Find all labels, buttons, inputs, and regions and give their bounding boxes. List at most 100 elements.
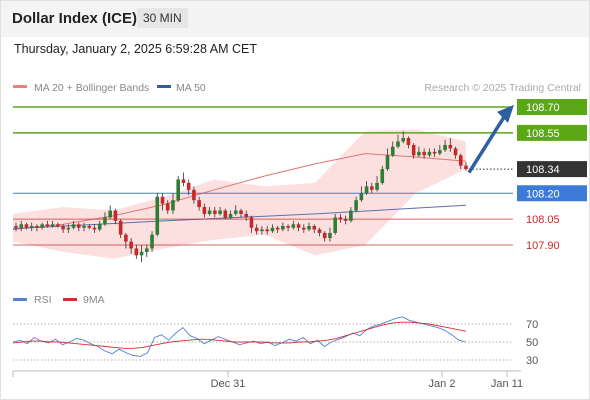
candle-body [213, 210, 217, 214]
candle-body [301, 227, 306, 230]
candle-body [176, 179, 181, 201]
timeframe-badge[interactable]: 30 MIN [137, 8, 188, 28]
candle-body [155, 196, 160, 235]
candle-body [322, 232, 327, 239]
candle-body [103, 217, 107, 225]
candle-body [317, 229, 322, 233]
rsi-line [12, 316, 467, 357]
forecast-arrow-head [497, 104, 514, 123]
candle-body [233, 210, 238, 214]
candle-body [296, 224, 301, 228]
candle-body [359, 193, 364, 201]
legend-ma20-label: MA 20 + Bollinger Bands [34, 82, 149, 94]
legend-rsi-label: RSI [34, 294, 52, 306]
x-tick-label: Jan 11 [491, 378, 523, 390]
bollinger-band [13, 129, 466, 259]
candle-body [417, 151, 421, 156]
candle-body [380, 169, 385, 183]
candle-body [249, 217, 254, 228]
candle-body [406, 138, 411, 145]
candle-body [390, 146, 395, 156]
candle-body [24, 224, 29, 228]
candle-body [186, 182, 191, 190]
header-bar: Dollar Index (ICE) 30 MIN [1, 1, 589, 37]
candle-body [87, 226, 92, 228]
candle-body [438, 150, 442, 154]
current-price-label: 108.34 [526, 164, 560, 176]
candle-body [281, 226, 285, 230]
candle-body [244, 213, 249, 218]
candle-body [71, 224, 76, 228]
candle-body [396, 141, 400, 147]
legend-swatch-rsi [13, 298, 27, 301]
level-label: 108.20 [526, 188, 560, 200]
candle-body [349, 210, 353, 221]
candle-body [108, 210, 112, 218]
candle-body [82, 226, 86, 228]
candle-body [270, 227, 275, 232]
ma20-line [12, 153, 467, 230]
candle-body [207, 210, 212, 214]
candle-body [223, 210, 228, 218]
candle-body [370, 186, 374, 190]
candle-body [45, 224, 50, 227]
candle-body [401, 138, 406, 142]
candle-body [375, 182, 379, 190]
candle-body [464, 165, 468, 170]
candle-body [35, 226, 39, 228]
rsi-tick-label: 70 [526, 319, 538, 331]
candle-body [338, 217, 343, 220]
candle-body [453, 148, 458, 156]
legend-swatch-ma20 [13, 85, 27, 88]
x-tick-label: Dec 31 [211, 378, 246, 390]
candle-body [61, 226, 65, 230]
candle-body [14, 226, 18, 228]
candle-body [145, 248, 149, 252]
candle-body [364, 186, 369, 194]
candle-body [411, 144, 416, 156]
x-tick-label: Jan 2 [429, 378, 456, 390]
candle-body [160, 196, 165, 204]
candle-body [202, 207, 207, 214]
candle-body [165, 203, 170, 211]
level-label: 108.70 [526, 102, 560, 114]
rsi-ma9-line [12, 321, 467, 349]
candle-body [171, 200, 175, 211]
level-tag [517, 124, 587, 141]
candle-body [385, 155, 390, 170]
candle-body [343, 219, 348, 221]
rsi-tick-label: 30 [526, 355, 538, 367]
forecast-arrow-shaft [467, 112, 508, 174]
legend-swatch-ma9 [63, 298, 77, 301]
candle-body [260, 229, 264, 232]
candle-body [239, 210, 243, 214]
candle-body [228, 213, 233, 218]
candle-body [448, 144, 453, 149]
candle-body [118, 220, 123, 235]
candle-body [150, 234, 154, 249]
candle-body [92, 227, 97, 230]
candle-body [181, 179, 186, 183]
level-label: 108.05 [526, 214, 560, 226]
ma50-line [12, 204, 467, 230]
candle-body [286, 226, 290, 228]
instrument-title: Dollar Index (ICE) [12, 10, 138, 27]
candle-body [29, 226, 34, 228]
candle-body [19, 224, 24, 228]
candle-body [113, 210, 118, 221]
candle-body [97, 224, 102, 230]
legend-swatch-ma50 [157, 85, 171, 88]
candle-body [443, 144, 447, 151]
credit-label: Research © 2025 Trading Central [424, 82, 581, 94]
candle-body [254, 227, 259, 232]
candle-body [328, 232, 332, 239]
candle-body [50, 224, 55, 227]
candle-body [333, 217, 337, 233]
candle-body [76, 224, 81, 228]
candle-body [192, 189, 196, 201]
candle-body [129, 241, 133, 249]
candle-body [291, 224, 296, 228]
legend-ma50-label: MA 50 [176, 82, 206, 94]
